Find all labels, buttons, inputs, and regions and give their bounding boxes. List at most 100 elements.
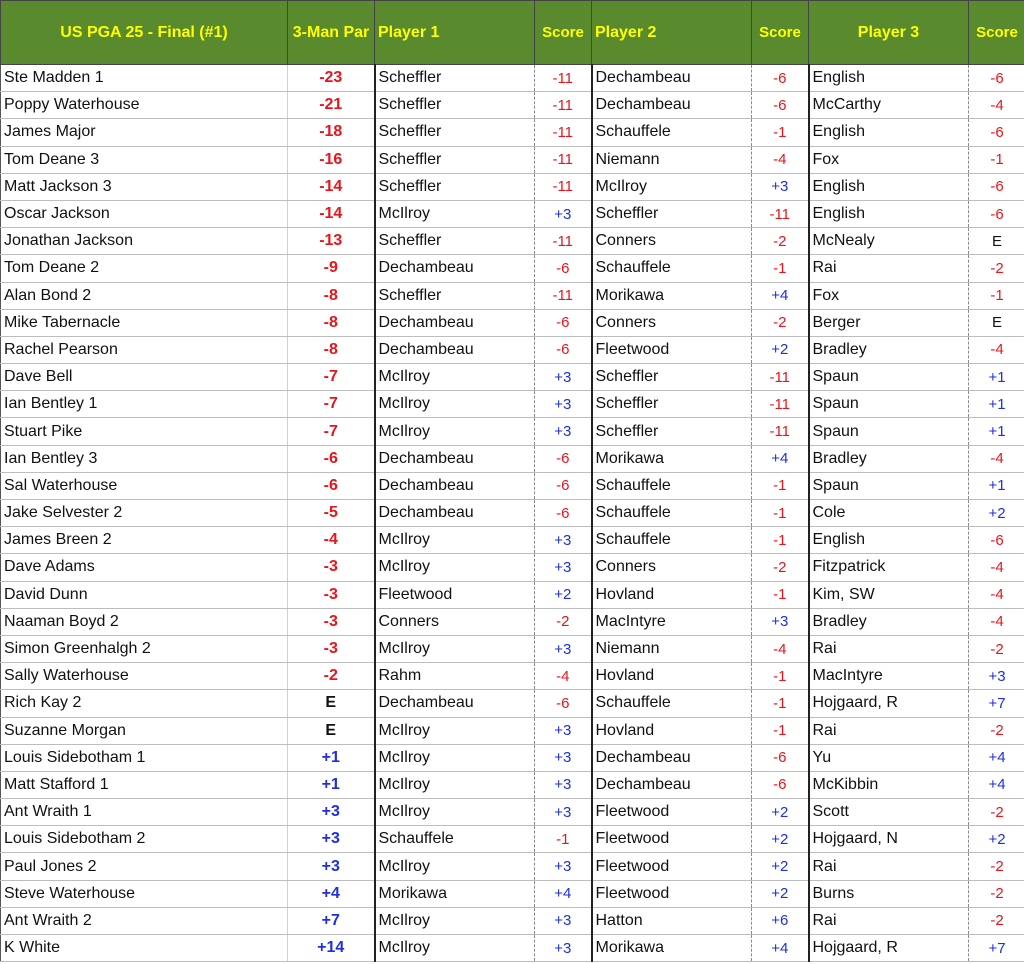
player2-name-cell[interactable]: Fleetwood	[590, 825, 752, 854]
player1-name-cell[interactable]: Scheffler	[373, 91, 535, 120]
player1-name-cell[interactable]: Dechambeau	[373, 336, 535, 365]
player1-name-cell[interactable]: McIlroy	[373, 744, 535, 772]
player3-score-cell[interactable]: -4	[968, 581, 1024, 609]
player1-name-cell[interactable]: McIlroy	[373, 934, 535, 963]
player1-header[interactable]: Player 1	[374, 0, 535, 65]
player1-name-cell[interactable]: Dechambeau	[373, 254, 535, 283]
three-man-par-cell[interactable]: -18	[287, 118, 375, 147]
player2-score-cell[interactable]: +3	[751, 608, 809, 636]
player3-name-cell[interactable]: Fox	[807, 282, 969, 310]
three-man-par-cell[interactable]: -4	[287, 526, 375, 555]
player2-score-cell[interactable]: -6	[751, 64, 809, 93]
player1-name-cell[interactable]: Scheffler	[373, 173, 535, 201]
player3-score-cell[interactable]: -2	[968, 798, 1024, 827]
player1-score-cell[interactable]: +3	[534, 390, 592, 419]
player3-score-cell[interactable]: +4	[968, 744, 1024, 772]
player1-name-cell[interactable]: Fleetwood	[373, 581, 535, 609]
player2-score-cell[interactable]: -11	[751, 363, 809, 392]
three-man-par-cell[interactable]: -3	[287, 553, 375, 582]
player1-score-cell[interactable]: +3	[534, 635, 592, 664]
player2-name-cell[interactable]: Scheffler	[590, 363, 752, 392]
player3-name-cell[interactable]: Bradley	[807, 336, 969, 365]
player2-name-cell[interactable]: Morikawa	[590, 282, 752, 310]
player2-name-cell[interactable]: Scheffler	[590, 390, 752, 419]
player2-score-cell[interactable]: -2	[751, 227, 809, 256]
player1-score-cell[interactable]: -11	[534, 173, 592, 201]
player3-name-cell[interactable]: Spaun	[807, 390, 969, 419]
par-header[interactable]: 3-Man Par	[287, 0, 375, 65]
player3-score-cell[interactable]: -4	[968, 553, 1024, 582]
player1-name-cell[interactable]: McIlroy	[373, 852, 535, 881]
player2-score-cell[interactable]: -1	[751, 118, 809, 147]
entrant-name-cell[interactable]: James Major	[0, 118, 288, 147]
player2-name-cell[interactable]: McIlroy	[590, 173, 752, 201]
three-man-par-cell[interactable]: +7	[287, 907, 375, 936]
player3-score-cell[interactable]: -2	[968, 717, 1024, 745]
player2-name-cell[interactable]: Fleetwood	[590, 880, 752, 908]
player2-name-cell[interactable]: Schauffele	[590, 118, 752, 147]
player1-score-cell[interactable]: +3	[534, 744, 592, 772]
player1-name-cell[interactable]: Scheffler	[373, 64, 535, 93]
player2-name-cell[interactable]: Conners	[590, 309, 752, 337]
player1-score-cell[interactable]: +3	[534, 363, 592, 392]
player2-score-cell[interactable]: +2	[751, 825, 809, 854]
player1-name-cell[interactable]: McIlroy	[373, 200, 535, 229]
player2-name-cell[interactable]: Conners	[590, 553, 752, 582]
player3-name-cell[interactable]: Hojgaard, N	[807, 825, 969, 854]
player2-score-cell[interactable]: -1	[751, 717, 809, 745]
entrant-name-cell[interactable]: Matt Stafford 1	[0, 771, 288, 800]
player3-score-cell[interactable]: +2	[968, 499, 1024, 528]
player1-score-cell[interactable]: -11	[534, 118, 592, 147]
entrant-name-cell[interactable]: Louis Sidebotham 1	[0, 744, 288, 772]
player3-name-cell[interactable]: McCarthy	[807, 91, 969, 120]
player2-score-cell[interactable]: +2	[751, 798, 809, 827]
player2-name-cell[interactable]: Fleetwood	[590, 336, 752, 365]
player1-name-cell[interactable]: McIlroy	[373, 635, 535, 664]
player2-name-cell[interactable]: Schauffele	[590, 499, 752, 528]
three-man-par-cell[interactable]: E	[287, 689, 375, 718]
player1-name-cell[interactable]: Dechambeau	[373, 445, 535, 473]
player1-name-cell[interactable]: Morikawa	[373, 880, 535, 908]
player3-name-cell[interactable]: MacIntyre	[807, 662, 969, 691]
player1-score-cell[interactable]: +3	[534, 200, 592, 229]
player2-score-cell[interactable]: -6	[751, 744, 809, 772]
three-man-par-cell[interactable]: -9	[287, 254, 375, 283]
player2-score-cell[interactable]: -1	[751, 662, 809, 691]
player1-score-cell[interactable]: -2	[534, 608, 592, 636]
entrant-name-cell[interactable]: K White	[0, 934, 288, 963]
entrant-name-cell[interactable]: Simon Greenhalgh 2	[0, 635, 288, 664]
player2-name-cell[interactable]: Schauffele	[590, 689, 752, 718]
player2-name-cell[interactable]: Hatton	[590, 907, 752, 936]
player2-name-cell[interactable]: Hovland	[590, 717, 752, 745]
player2-score-cell[interactable]: +4	[751, 282, 809, 310]
player3-score-cell[interactable]: +2	[968, 825, 1024, 854]
player2-name-cell[interactable]: Hovland	[590, 662, 752, 691]
score3-header[interactable]: Score	[968, 0, 1024, 65]
player1-score-cell[interactable]: +3	[534, 771, 592, 800]
player1-name-cell[interactable]: McIlroy	[373, 363, 535, 392]
player3-name-cell[interactable]: Rai	[807, 852, 969, 881]
entrant-name-cell[interactable]: Matt Jackson 3	[0, 173, 288, 201]
player2-score-cell[interactable]: +2	[751, 852, 809, 881]
player1-score-cell[interactable]: +3	[534, 526, 592, 555]
player3-header[interactable]: Player 3	[808, 0, 969, 65]
entrant-name-cell[interactable]: Ian Bentley 1	[0, 390, 288, 419]
player3-name-cell[interactable]: Hojgaard, R	[807, 934, 969, 963]
player2-name-cell[interactable]: Dechambeau	[590, 771, 752, 800]
sheet-title[interactable]: US PGA 25 - Final (#1)	[0, 0, 288, 65]
entrant-name-cell[interactable]: Mike Tabernacle	[0, 309, 288, 337]
entrant-name-cell[interactable]: Ant Wraith 2	[0, 907, 288, 936]
player3-score-cell[interactable]: -2	[968, 880, 1024, 908]
player2-score-cell[interactable]: -6	[751, 771, 809, 800]
player2-score-cell[interactable]: -11	[751, 200, 809, 229]
player2-name-cell[interactable]: Morikawa	[590, 445, 752, 473]
entrant-name-cell[interactable]: Alan Bond 2	[0, 282, 288, 310]
player2-name-cell[interactable]: Morikawa	[590, 934, 752, 963]
player1-score-cell[interactable]: -6	[534, 336, 592, 365]
three-man-par-cell[interactable]: -7	[287, 363, 375, 392]
player3-score-cell[interactable]: -1	[968, 282, 1024, 310]
player1-score-cell[interactable]: -6	[534, 309, 592, 337]
player2-name-cell[interactable]: Schauffele	[590, 254, 752, 283]
three-man-par-cell[interactable]: -2	[287, 662, 375, 691]
three-man-par-cell[interactable]: -23	[287, 64, 375, 93]
